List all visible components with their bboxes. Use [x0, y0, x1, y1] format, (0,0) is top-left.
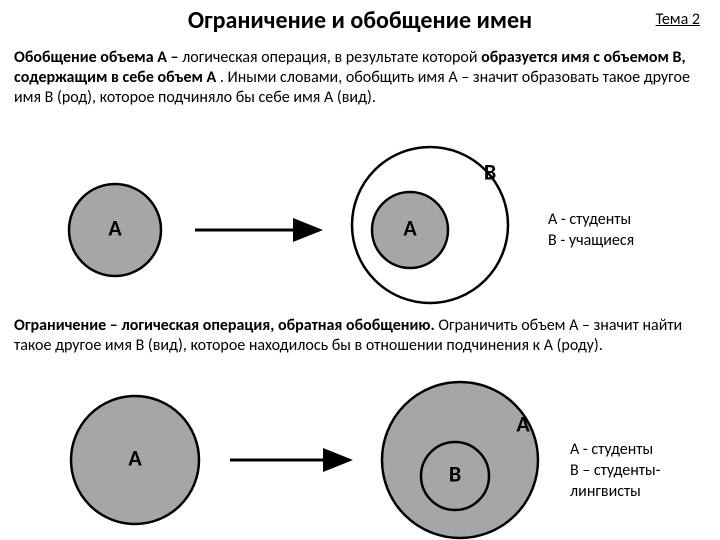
- legend-res-b1: В – студенты-: [570, 461, 661, 482]
- page-title: Ограничение и обобщение имен: [0, 6, 720, 35]
- paragraph-restriction: Ограничение – логическая операция, обрат…: [14, 316, 706, 356]
- legend-generalization: А - студенты В - учащиеся: [548, 210, 634, 252]
- res-label-a-right: А: [516, 410, 530, 437]
- paragraph-generalization: Обобщение объема А – логическая операция…: [14, 48, 706, 108]
- gen-label-a-left: А: [108, 214, 122, 241]
- gen-label-a-right: А: [403, 214, 417, 241]
- legend-gen-b: В - учащиеся: [548, 231, 634, 252]
- legend-res-b2: лингвисты: [570, 482, 661, 503]
- legend-restriction: А - студенты В – студенты- лингвисты: [570, 440, 661, 502]
- para1-text1: логическая операция, в результате которо…: [182, 48, 481, 67]
- legend-res-a: А - студенты: [570, 440, 661, 461]
- para1-bold1: Обобщение объема А –: [14, 48, 182, 67]
- topic-label: Тема 2: [656, 10, 700, 29]
- legend-gen-a: А - студенты: [548, 210, 634, 231]
- res-label-b-inner: В: [449, 460, 461, 487]
- gen-label-b: В: [484, 158, 496, 185]
- para2-bold1: Ограничение – логическая операция, обрат…: [14, 316, 438, 335]
- res-label-a-left: А: [128, 444, 142, 471]
